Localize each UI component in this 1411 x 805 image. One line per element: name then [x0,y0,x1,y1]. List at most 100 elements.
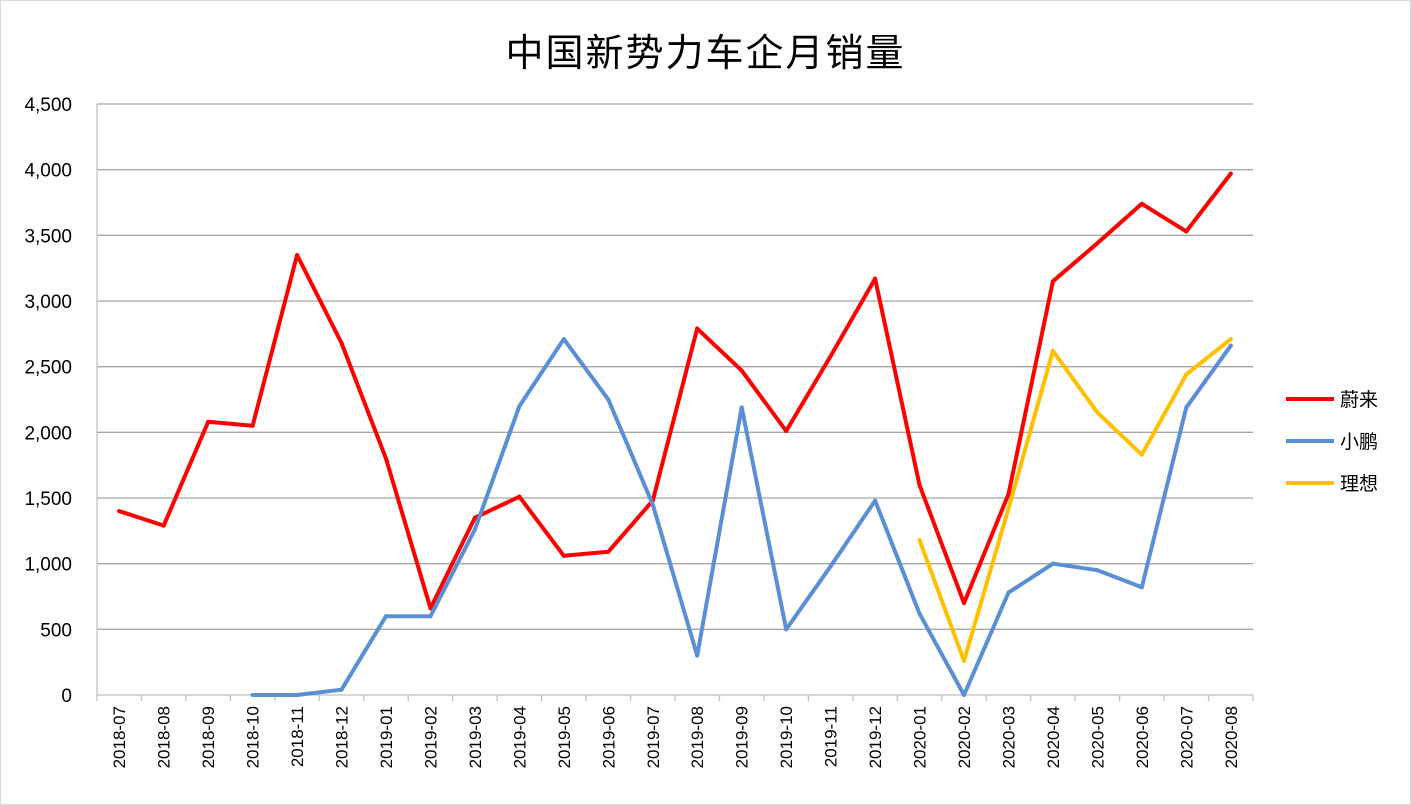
data-point [606,397,611,402]
data-point [1228,171,1233,176]
data-point [384,456,388,461]
data-point [206,419,211,424]
data-point [962,693,966,697]
x-tick-label: 2019-12 [866,706,885,768]
data-point [250,423,255,428]
x-tick-label: 2018-10 [244,706,263,768]
x-tick-label: 2019-02 [421,706,440,768]
data-point [1006,492,1011,497]
data-point [1095,241,1100,246]
data-point [339,341,344,346]
x-tick-label: 2018-12 [333,706,352,768]
data-point [472,515,477,520]
x-tick-label: 2019-01 [377,706,396,768]
data-point [962,658,966,663]
data-point [917,482,922,487]
y-tick-label: 500 [40,620,72,641]
data-point [1228,343,1233,348]
data-point [1050,561,1055,566]
data-point [517,494,522,499]
y-axis-ticks: 0 500 1,000 1,500 2,000 2,500 3,000 3,500 4,000 4… [24,95,72,707]
data-point [784,627,789,632]
x-tick-label: 2018-08 [155,706,174,768]
legend-label: 小鹏 [1340,431,1378,453]
data-point [1184,405,1189,410]
y-tick-label: 0 [61,686,72,707]
y-tick-label: 2,500 [24,358,72,379]
series-line [917,337,1233,663]
x-tick-label: 2020-07 [1177,706,1196,768]
data-point [828,564,833,569]
x-tick-label: 2020-03 [999,706,1018,768]
x-tick-label: 2019-08 [688,706,707,768]
data-point [561,553,566,558]
y-tick-label: 1,500 [24,489,72,510]
data-point [384,614,388,619]
x-tick-label: 2020-01 [911,706,930,768]
x-tick-label: 2019-03 [466,706,485,768]
data-point [1139,452,1144,457]
x-tick-label: 2019-04 [510,706,529,768]
data-point [1228,337,1233,342]
data-point [1006,590,1011,595]
data-point [1095,410,1100,415]
data-point [1139,201,1144,206]
data-point [873,276,878,281]
data-point [117,509,122,514]
x-tick-label: 2020-05 [1088,706,1107,768]
data-point [606,549,611,554]
grid-layer [96,103,1254,701]
data-point [250,693,255,697]
data-point [784,429,789,434]
series-line [117,171,1233,611]
data-point [1050,348,1055,353]
x-tick-label: 2019-11 [822,706,841,767]
data-point [962,601,966,606]
data-point [917,538,922,543]
data-point [650,502,655,507]
y-tick-label: 2,000 [24,423,72,444]
series-layer [117,171,1233,697]
y-tick-label: 3,000 [24,292,72,313]
data-point [428,614,433,619]
x-tick-label: 2018-11 [288,706,307,767]
data-point [695,326,700,331]
y-tick-label: 3,500 [24,226,72,247]
x-tick-label: 2019-07 [644,706,663,768]
x-tick-label: 2019-06 [599,706,618,768]
data-point [339,687,344,692]
data-point [739,368,744,373]
data-point [1095,568,1100,573]
data-point [873,498,878,503]
data-point [1050,279,1055,284]
data-point [1139,585,1144,590]
data-point [828,354,833,359]
x-tick-label: 2020-06 [1133,706,1152,768]
x-tick-label: 2018-09 [199,706,218,768]
data-point [1006,506,1011,511]
data-point [161,523,166,528]
y-tick-label: 4,000 [24,161,72,182]
y-tick-label: 4,500 [24,95,72,116]
data-point [295,693,300,697]
x-tick-label: 2019-05 [555,706,574,768]
x-tick-label: 2020-02 [955,706,974,768]
data-point [472,527,477,532]
chart-title: 中国新势力车企月销量 [505,31,906,75]
data-point [1184,372,1189,377]
y-tick-label: 1,000 [24,555,72,576]
data-point [517,404,522,409]
data-point [1184,229,1189,234]
data-point [695,653,700,658]
x-tick-label: 2019-10 [777,706,796,768]
x-tick-label: 2019-09 [733,706,752,768]
x-tick-label: 2020-04 [1044,706,1063,768]
legend-label: 理想 [1340,473,1378,495]
data-point [561,337,566,342]
legend-label: 蔚来 [1340,389,1378,411]
x-axis-ticks: 2018-07 2018-08 2018-09 2018-10 2018-11 2018-… [110,706,1241,768]
x-tick-label: 2020-08 [1222,706,1241,768]
